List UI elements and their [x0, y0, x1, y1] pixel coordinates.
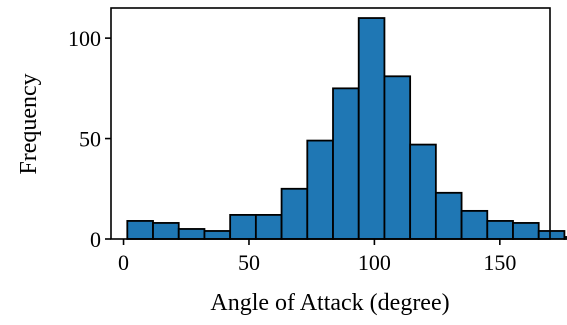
histogram-bar — [409, 143, 437, 240]
y-axis-label: Frequency — [16, 73, 42, 174]
histogram-bar — [486, 220, 514, 240]
histogram-bar — [460, 209, 489, 240]
histogram-bar — [152, 222, 180, 240]
x-axis-label: Angle of Attack (degree) — [210, 290, 449, 316]
histogram-bar — [434, 191, 463, 240]
histogram-bar — [177, 228, 206, 240]
histogram-bar — [563, 236, 567, 240]
x-axis-ticks: 0 50 100 150 — [118, 239, 516, 275]
histogram-bar — [280, 187, 309, 240]
histogram-bar — [383, 75, 412, 240]
histogram-bar — [537, 230, 566, 240]
x-tick-label: 100 — [358, 250, 391, 275]
histogram-bar — [203, 230, 232, 240]
histogram-bar — [357, 17, 386, 240]
histogram-bar — [512, 222, 540, 240]
histogram-bar — [126, 220, 154, 240]
histogram-bar — [332, 87, 360, 240]
y-tick-label: 50 — [79, 127, 101, 152]
y-axis-ticks: 0 50 100 — [68, 26, 111, 252]
y-tick-label: 0 — [90, 227, 101, 252]
histogram-bar — [254, 213, 283, 240]
x-tick-label: 150 — [483, 250, 516, 275]
bars-group — [126, 17, 567, 240]
histogram-bar — [306, 139, 334, 240]
y-tick-label: 100 — [68, 26, 101, 51]
histogram-bar — [229, 213, 257, 240]
x-tick-label: 50 — [238, 250, 260, 275]
x-tick-label: 0 — [118, 250, 129, 275]
plot-frame — [110, 7, 551, 240]
